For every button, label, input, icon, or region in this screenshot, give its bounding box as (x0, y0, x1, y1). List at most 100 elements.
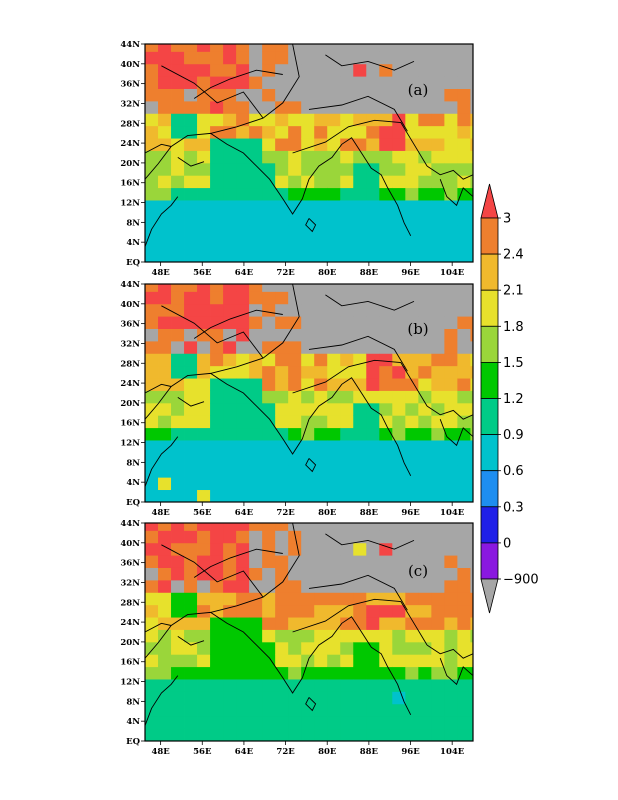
colorbar-label: 1.8 (503, 320, 524, 335)
grid-cell (340, 150, 354, 164)
grid-cell (444, 716, 458, 730)
grid-cell (418, 249, 432, 262)
grid-cell (171, 76, 185, 89)
grid-cell (275, 679, 289, 692)
grid-cell (470, 237, 473, 251)
grid-cell (444, 440, 458, 453)
grid-cell (314, 427, 328, 441)
grid-cell (236, 51, 250, 65)
grid-cell (197, 200, 211, 213)
grid-cell (314, 76, 328, 89)
grid-cell (301, 125, 315, 139)
grid-cell (457, 249, 471, 262)
grid-cell (301, 187, 315, 201)
grid-cell (197, 390, 211, 404)
grid-cell (327, 567, 341, 581)
grid-cell (301, 291, 315, 305)
grid-cell (171, 138, 185, 151)
grid-cell (301, 328, 315, 342)
grid-cell (210, 464, 224, 478)
grid-cell (353, 88, 367, 102)
grid-cell (392, 340, 406, 354)
grid-cell (340, 530, 354, 544)
grid-cell (405, 284, 419, 292)
coastline (439, 658, 473, 686)
grid-cell (301, 579, 315, 593)
grid-cell (444, 150, 458, 164)
grid-cell (275, 728, 289, 741)
grid-cell (431, 489, 445, 502)
grid-cell (158, 224, 172, 238)
grid-cell (249, 617, 263, 630)
grid-cell (340, 477, 354, 491)
colorbar-label: 1.2 (503, 392, 524, 407)
grid-cell (171, 88, 185, 102)
grid-cell (444, 100, 458, 114)
grid-cell (262, 402, 276, 416)
grid-cell (353, 452, 367, 466)
grid-cell (457, 617, 471, 630)
grid-cell (444, 489, 458, 502)
grid-cell (392, 175, 406, 189)
grid-cell (470, 224, 473, 238)
grid-cell (340, 237, 354, 251)
grid-cell (275, 291, 289, 305)
grid-cell (236, 113, 250, 127)
grid-cell (223, 187, 237, 201)
grid-cell (197, 316, 211, 329)
grid-cell (210, 530, 224, 544)
grid-cell (379, 328, 393, 342)
grid-cell (223, 224, 237, 238)
grid-cell (457, 592, 471, 606)
grid-cell (353, 691, 367, 705)
grid-cell (327, 200, 341, 213)
grid-cell (418, 402, 432, 416)
grid-cell (145, 353, 159, 367)
grid-cell (249, 150, 263, 164)
grid-cell (340, 666, 354, 680)
grid-cell (197, 703, 211, 717)
grid-cell (249, 390, 263, 404)
grid-cell (327, 249, 341, 262)
coastline (145, 383, 172, 394)
coastline (305, 458, 317, 473)
grid-cell (418, 187, 432, 201)
lon-tick-label: 64E (235, 747, 254, 757)
grid-cell (431, 579, 445, 593)
grid-cell (171, 604, 185, 618)
grid-cell (275, 440, 289, 453)
colorbar-label: 2.1 (503, 284, 524, 299)
grid-cell (145, 249, 159, 262)
grid-cell (379, 200, 393, 213)
grid-cell (444, 523, 458, 531)
panel-b: 44N 40N 36N 32N 28N 24N 20N 16N 12N 8N 4N EQ 48E 56E 6… (120, 280, 474, 518)
grid-cell (184, 728, 198, 741)
grid-cell (197, 51, 211, 65)
grid-cell (392, 427, 406, 441)
grid-cell (327, 44, 341, 52)
grid-cell (340, 523, 354, 531)
grid-cell (379, 303, 393, 317)
grid-cell (171, 212, 185, 226)
grid-cell (405, 316, 419, 329)
grid-cell (223, 477, 237, 491)
lat-tick-label: 4N (126, 478, 140, 488)
grid-cell (314, 402, 328, 416)
grid-cell (288, 641, 302, 655)
grid-cell (210, 555, 224, 568)
grid-cell (353, 63, 367, 77)
grid-cell (184, 489, 198, 502)
lat-tick-label: EQ (126, 498, 140, 508)
grid-cell (262, 592, 276, 606)
grid-cell (314, 703, 328, 717)
grid-cell (431, 452, 445, 466)
grid-cell (327, 390, 341, 404)
grid-cell (158, 427, 172, 441)
grid-cell (171, 592, 185, 606)
grid-cell (392, 629, 406, 643)
grid-cell (171, 249, 185, 262)
grid-cell (418, 641, 432, 655)
grid-cell (405, 629, 419, 643)
grid-cell (223, 402, 237, 416)
grid-cell (340, 679, 354, 692)
